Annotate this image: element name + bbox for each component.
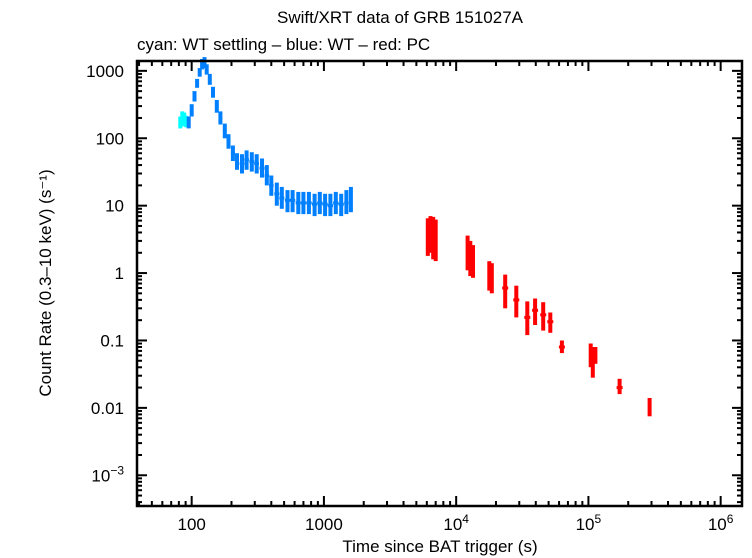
data-point bbox=[184, 120, 188, 124]
data-point bbox=[317, 201, 323, 205]
data-point bbox=[426, 234, 430, 238]
data-point bbox=[254, 162, 259, 166]
data-point bbox=[234, 160, 239, 164]
y-tick-label: 0.01 bbox=[91, 399, 124, 418]
y-tick-label: 10−3 bbox=[91, 463, 124, 485]
data-point-errorbar bbox=[514, 285, 519, 318]
data-point bbox=[547, 320, 554, 324]
data-point bbox=[333, 201, 339, 205]
data-point bbox=[502, 286, 509, 290]
data-point bbox=[306, 201, 312, 205]
series-pc bbox=[425, 216, 652, 417]
data-point bbox=[349, 198, 353, 202]
y-tick-label: 0.1 bbox=[100, 331, 124, 350]
data-point bbox=[211, 90, 215, 94]
data-point bbox=[327, 204, 334, 208]
y-tick-label: 100 bbox=[96, 129, 124, 148]
data-point bbox=[222, 129, 227, 133]
x-tick-label: 1000 bbox=[305, 515, 343, 534]
data-point bbox=[312, 202, 318, 206]
data-point bbox=[239, 162, 245, 166]
y-tick-label: 10 bbox=[105, 197, 124, 216]
x-tick-labels: 100 1000 104 105 106 bbox=[177, 512, 733, 534]
x-tick-label: 100 bbox=[177, 515, 205, 534]
x-tick-label: 106 bbox=[708, 512, 734, 534]
data-point bbox=[524, 315, 531, 319]
data-point-errorbar bbox=[588, 343, 593, 368]
data-point bbox=[616, 386, 623, 390]
data-layer bbox=[178, 57, 652, 417]
data-point bbox=[468, 254, 472, 258]
data-point bbox=[215, 104, 219, 108]
data-point bbox=[200, 62, 204, 66]
data-point bbox=[226, 139, 231, 143]
data-point bbox=[203, 61, 206, 65]
data-point bbox=[187, 121, 191, 125]
data-point bbox=[195, 82, 199, 85]
data-point bbox=[230, 151, 235, 155]
data-point bbox=[198, 70, 202, 74]
x-tick-label: 105 bbox=[576, 512, 602, 534]
data-point-errorbar bbox=[431, 216, 436, 260]
x-tick-label: 104 bbox=[443, 512, 469, 534]
data-point bbox=[487, 271, 491, 275]
data-point-errorbar bbox=[489, 263, 494, 294]
data-point bbox=[259, 166, 265, 170]
data-point bbox=[434, 237, 438, 241]
data-point bbox=[513, 298, 520, 302]
data-point bbox=[300, 201, 306, 205]
data-point bbox=[284, 198, 291, 202]
data-point bbox=[295, 201, 301, 205]
data-point-errorbar bbox=[465, 235, 470, 271]
data-point bbox=[218, 116, 223, 120]
data-point bbox=[205, 67, 209, 71]
y-tick-label: 1000 bbox=[86, 62, 124, 81]
data-point bbox=[264, 174, 270, 177]
data-point bbox=[190, 108, 194, 112]
data-point bbox=[466, 248, 470, 252]
data-point bbox=[249, 160, 255, 164]
y-axis-label: Count Rate (0.3–10 keV) (s⁻¹) bbox=[36, 169, 55, 396]
data-point bbox=[344, 201, 349, 205]
series-wt-settling bbox=[178, 111, 189, 129]
data-point-errorbar bbox=[468, 240, 473, 277]
data-point bbox=[471, 257, 475, 261]
data-point bbox=[290, 198, 296, 202]
data-point-errorbar bbox=[487, 261, 492, 291]
data-point bbox=[648, 406, 652, 410]
data-point bbox=[269, 183, 274, 187]
data-point bbox=[540, 313, 547, 317]
data-point bbox=[322, 202, 328, 206]
data-point-errorbar bbox=[503, 274, 508, 309]
data-point bbox=[591, 362, 595, 366]
chart-subtitle: cyan: WT settling – blue: WT – red: PC bbox=[137, 35, 430, 54]
x-axis-label: Time since BAT trigger (s) bbox=[342, 537, 537, 556]
data-point bbox=[274, 192, 280, 196]
data-point-errorbar bbox=[471, 245, 475, 278]
data-point bbox=[279, 196, 285, 200]
data-point bbox=[338, 202, 344, 206]
y-tick-label: 1 bbox=[115, 264, 124, 283]
data-point bbox=[490, 273, 494, 277]
data-point bbox=[558, 345, 565, 349]
data-point bbox=[593, 353, 597, 357]
data-point bbox=[431, 234, 435, 238]
series-wt bbox=[186, 57, 353, 217]
data-point bbox=[193, 94, 196, 98]
axis-ticks bbox=[137, 61, 742, 506]
plot-frame bbox=[135, 59, 744, 508]
data-point-errorbar bbox=[428, 216, 433, 253]
data-point-errorbar bbox=[541, 302, 546, 331]
chart-title: Swift/XRT data of GRB 151027A bbox=[277, 8, 524, 27]
y-tick-labels: 1000 100 10 1 0.1 0.01 10−3 bbox=[86, 62, 124, 485]
data-point bbox=[244, 158, 249, 162]
data-point bbox=[429, 231, 432, 234]
data-point bbox=[208, 77, 212, 81]
data-point bbox=[589, 356, 593, 360]
data-point bbox=[532, 308, 539, 312]
